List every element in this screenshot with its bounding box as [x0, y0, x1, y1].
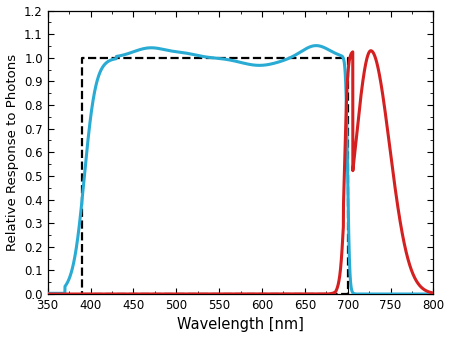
X-axis label: Wavelength [nm]: Wavelength [nm]: [177, 317, 304, 333]
Y-axis label: Relative Response to Photons: Relative Response to Photons: [5, 54, 18, 251]
